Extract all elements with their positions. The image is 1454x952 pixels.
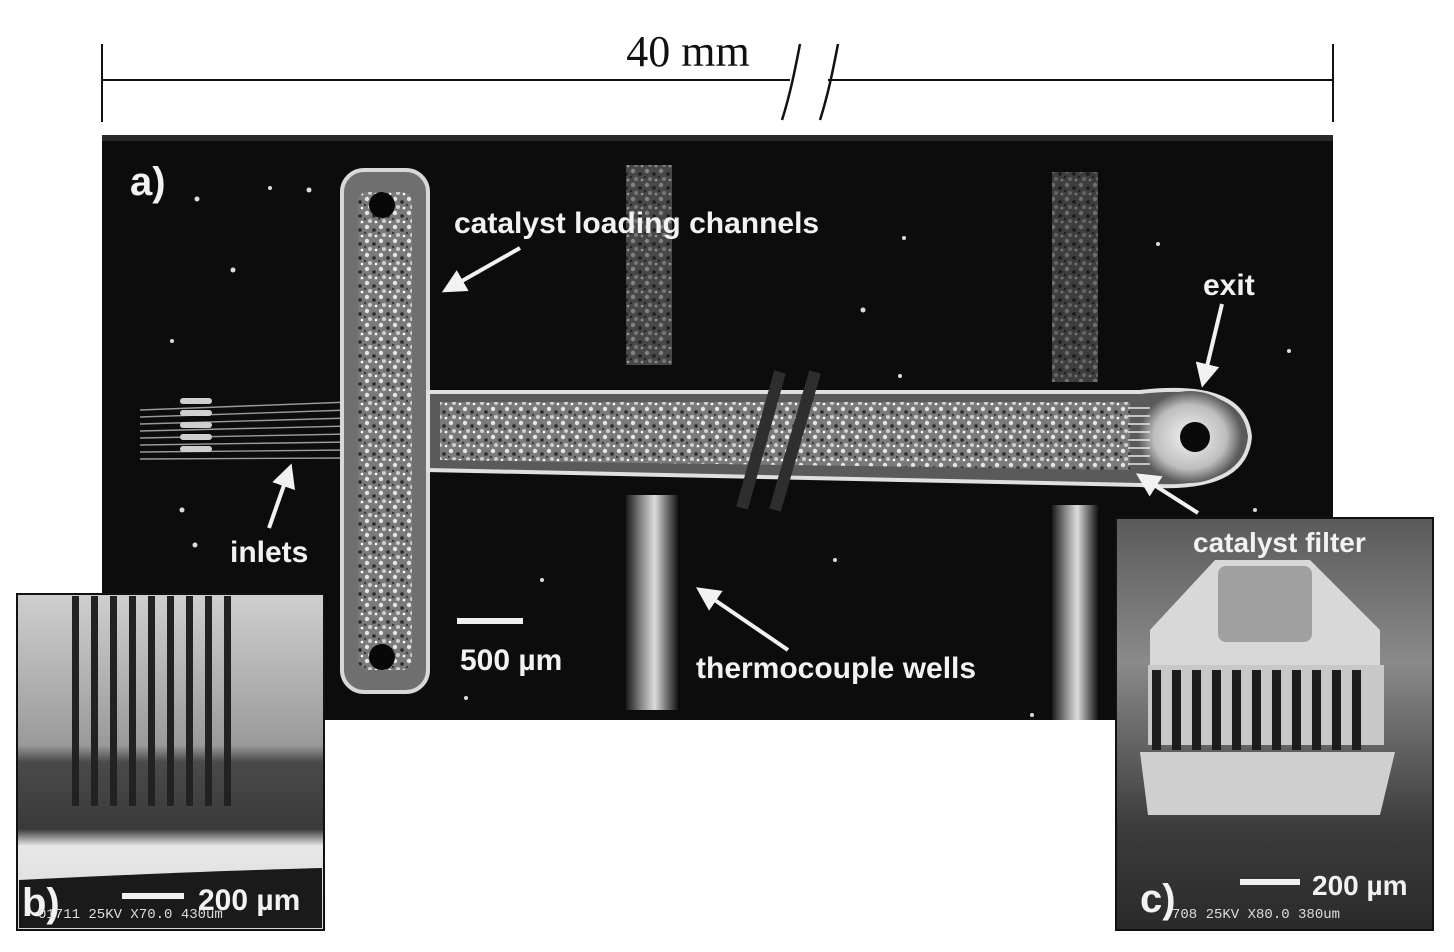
- thermocouple-well-bottom-left: [626, 495, 678, 710]
- thermocouple-well-bottom-right: [1052, 505, 1098, 720]
- break-mark-icon: [780, 43, 840, 121]
- panel-b-sem: [16, 593, 325, 931]
- panel-b-sem-footer: 01711 25KV X70.0 430um: [38, 907, 223, 923]
- channel-break-icon: [736, 370, 821, 512]
- panel-a-scale-bar: [457, 618, 523, 624]
- arrow-catalyst-loading: [441, 246, 521, 293]
- arrow-thermocouple: [696, 587, 790, 652]
- inlet-ports: [180, 398, 212, 452]
- filter-teeth: [1152, 670, 1361, 750]
- panel-c-scale-bar: [1240, 879, 1300, 885]
- arrow-exit: [1195, 303, 1224, 388]
- thermocouple-well-top-right: [1052, 172, 1098, 382]
- arrow-catalyst-filter: [1135, 473, 1200, 515]
- arrow-inlets: [267, 463, 295, 529]
- label-scale-500um: 500 µm: [460, 644, 562, 677]
- annotation-arrows: [267, 246, 1224, 652]
- panel-c-scale-label: 200 µm: [1312, 870, 1408, 901]
- inlet-channels: [139, 401, 351, 460]
- panel-a-letter: a): [130, 160, 166, 204]
- panel-b-letter: b): [22, 881, 60, 925]
- loading-port-top: [369, 192, 395, 218]
- label-thermocouple-wells: thermocouple wells: [696, 652, 976, 685]
- loading-port-bottom: [369, 644, 395, 670]
- panel-c-sem: [1115, 517, 1434, 931]
- panel-b-scale-label: 200 µm: [198, 884, 300, 917]
- label-catalyst-loading-channels: catalyst loading channels: [454, 207, 819, 240]
- inlet-fins: [72, 596, 231, 806]
- panel-b-scale-bar: [122, 893, 184, 899]
- panel-c-letter: c): [1140, 877, 1176, 921]
- label-inlets: inlets: [230, 536, 308, 569]
- thermocouple-well-top-left: [626, 165, 672, 365]
- panel-c-title: catalyst filter: [1193, 527, 1366, 558]
- panel-c-sem-footer: 708 25KV X80.0 380um: [1172, 907, 1340, 923]
- catalyst-filter-comb: [1128, 407, 1150, 465]
- dimension-label: 40 mm: [626, 27, 749, 76]
- background-dust: [170, 186, 1291, 717]
- label-exit: exit: [1203, 269, 1255, 302]
- dimension-line: [101, 43, 1334, 122]
